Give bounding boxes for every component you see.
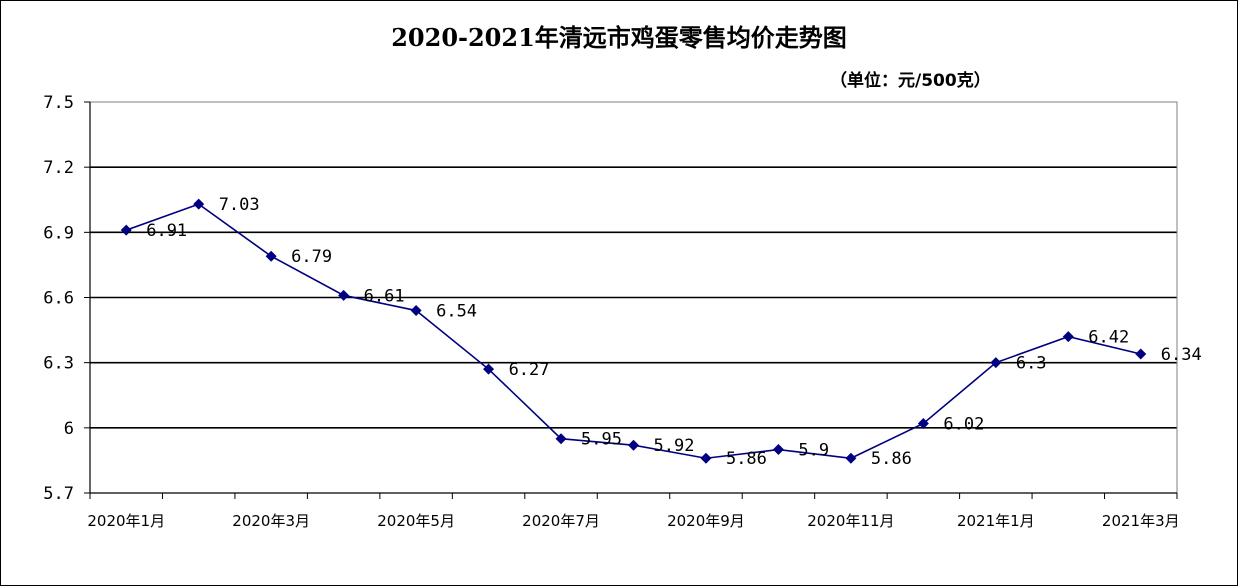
data-point-marker: [628, 439, 639, 451]
series-line: [125, 203, 1141, 460]
data-label: 6.54: [436, 302, 477, 322]
data-point-marker: [990, 357, 1002, 369]
data-label: 6.61: [364, 286, 405, 306]
data-label: 5.86: [871, 449, 912, 469]
data-point-marker: [555, 433, 567, 445]
data-point-marker: [483, 363, 495, 375]
unit-label: （单位：元/500克）: [830, 71, 991, 91]
data-point-marker: [917, 417, 929, 429]
data-label: 6.27: [509, 360, 550, 380]
data-point-marker: [845, 452, 857, 464]
axes: [84, 101, 1178, 499]
data-point-marker: [265, 250, 277, 262]
data-label: 6.3: [1016, 354, 1047, 374]
data-point-marker: [700, 452, 712, 464]
data-point-marker: [772, 444, 784, 456]
y-tick-label: 7.2: [43, 158, 74, 178]
data-label: 6.79: [291, 247, 332, 267]
data-label: 5.86: [726, 449, 767, 469]
data-point-marker: [1135, 348, 1147, 360]
data-label: 6.42: [1088, 328, 1129, 348]
data-point-marker: [1062, 331, 1074, 343]
data-label: 6.34: [1161, 345, 1202, 365]
data-point-marker: [193, 198, 205, 210]
y-tick-label: 7.5: [43, 93, 74, 113]
data-markers: [120, 198, 1147, 464]
y-tick-label: 6: [64, 419, 74, 439]
x-tick-labels: 2020年1月 2020年3月 2020年5月 2020年7月 2020年9月 2020年…: [87, 512, 1179, 530]
y-tick-label: 6.9: [43, 223, 74, 243]
x-tick-label: 2020年5月: [377, 512, 455, 530]
y-tick-label: 6.3: [43, 354, 74, 374]
x-tick-label: 2020年1月: [87, 512, 165, 530]
y-tick-label: 6.6: [43, 289, 74, 309]
x-tick-label: 2020年3月: [232, 512, 310, 530]
data-point-marker: [410, 305, 422, 317]
y-tick-labels: 7.5 7.2 6.9 6.6 6.3 6 5.7: [43, 93, 74, 504]
x-tick-label: 2021年3月: [1102, 512, 1180, 530]
x-tick-label: 2020年11月: [807, 512, 894, 530]
data-point-marker: [120, 224, 132, 236]
chart-title: 2020-2021年清远市鸡蛋零售均价走势图: [391, 23, 847, 52]
x-tick-label: 2021年1月: [957, 512, 1035, 530]
data-point-marker: [338, 289, 350, 301]
y-tick-label: 5.7: [43, 484, 74, 504]
data-label: 5.92: [654, 436, 695, 456]
data-label: 7.03: [219, 195, 260, 215]
data-label: 5.9: [798, 441, 829, 461]
data-label: 6.91: [146, 221, 187, 241]
data-label: 5.95: [581, 430, 622, 450]
data-label: 6.02: [943, 414, 984, 434]
data-labels: 6.91 7.03 6.79 6.61 6.54 6.27 5.95 5.92 5.86 5.9 5…: [146, 195, 1201, 469]
x-tick-label: 2020年7月: [522, 512, 600, 530]
x-tick-label: 2020年9月: [667, 512, 745, 530]
